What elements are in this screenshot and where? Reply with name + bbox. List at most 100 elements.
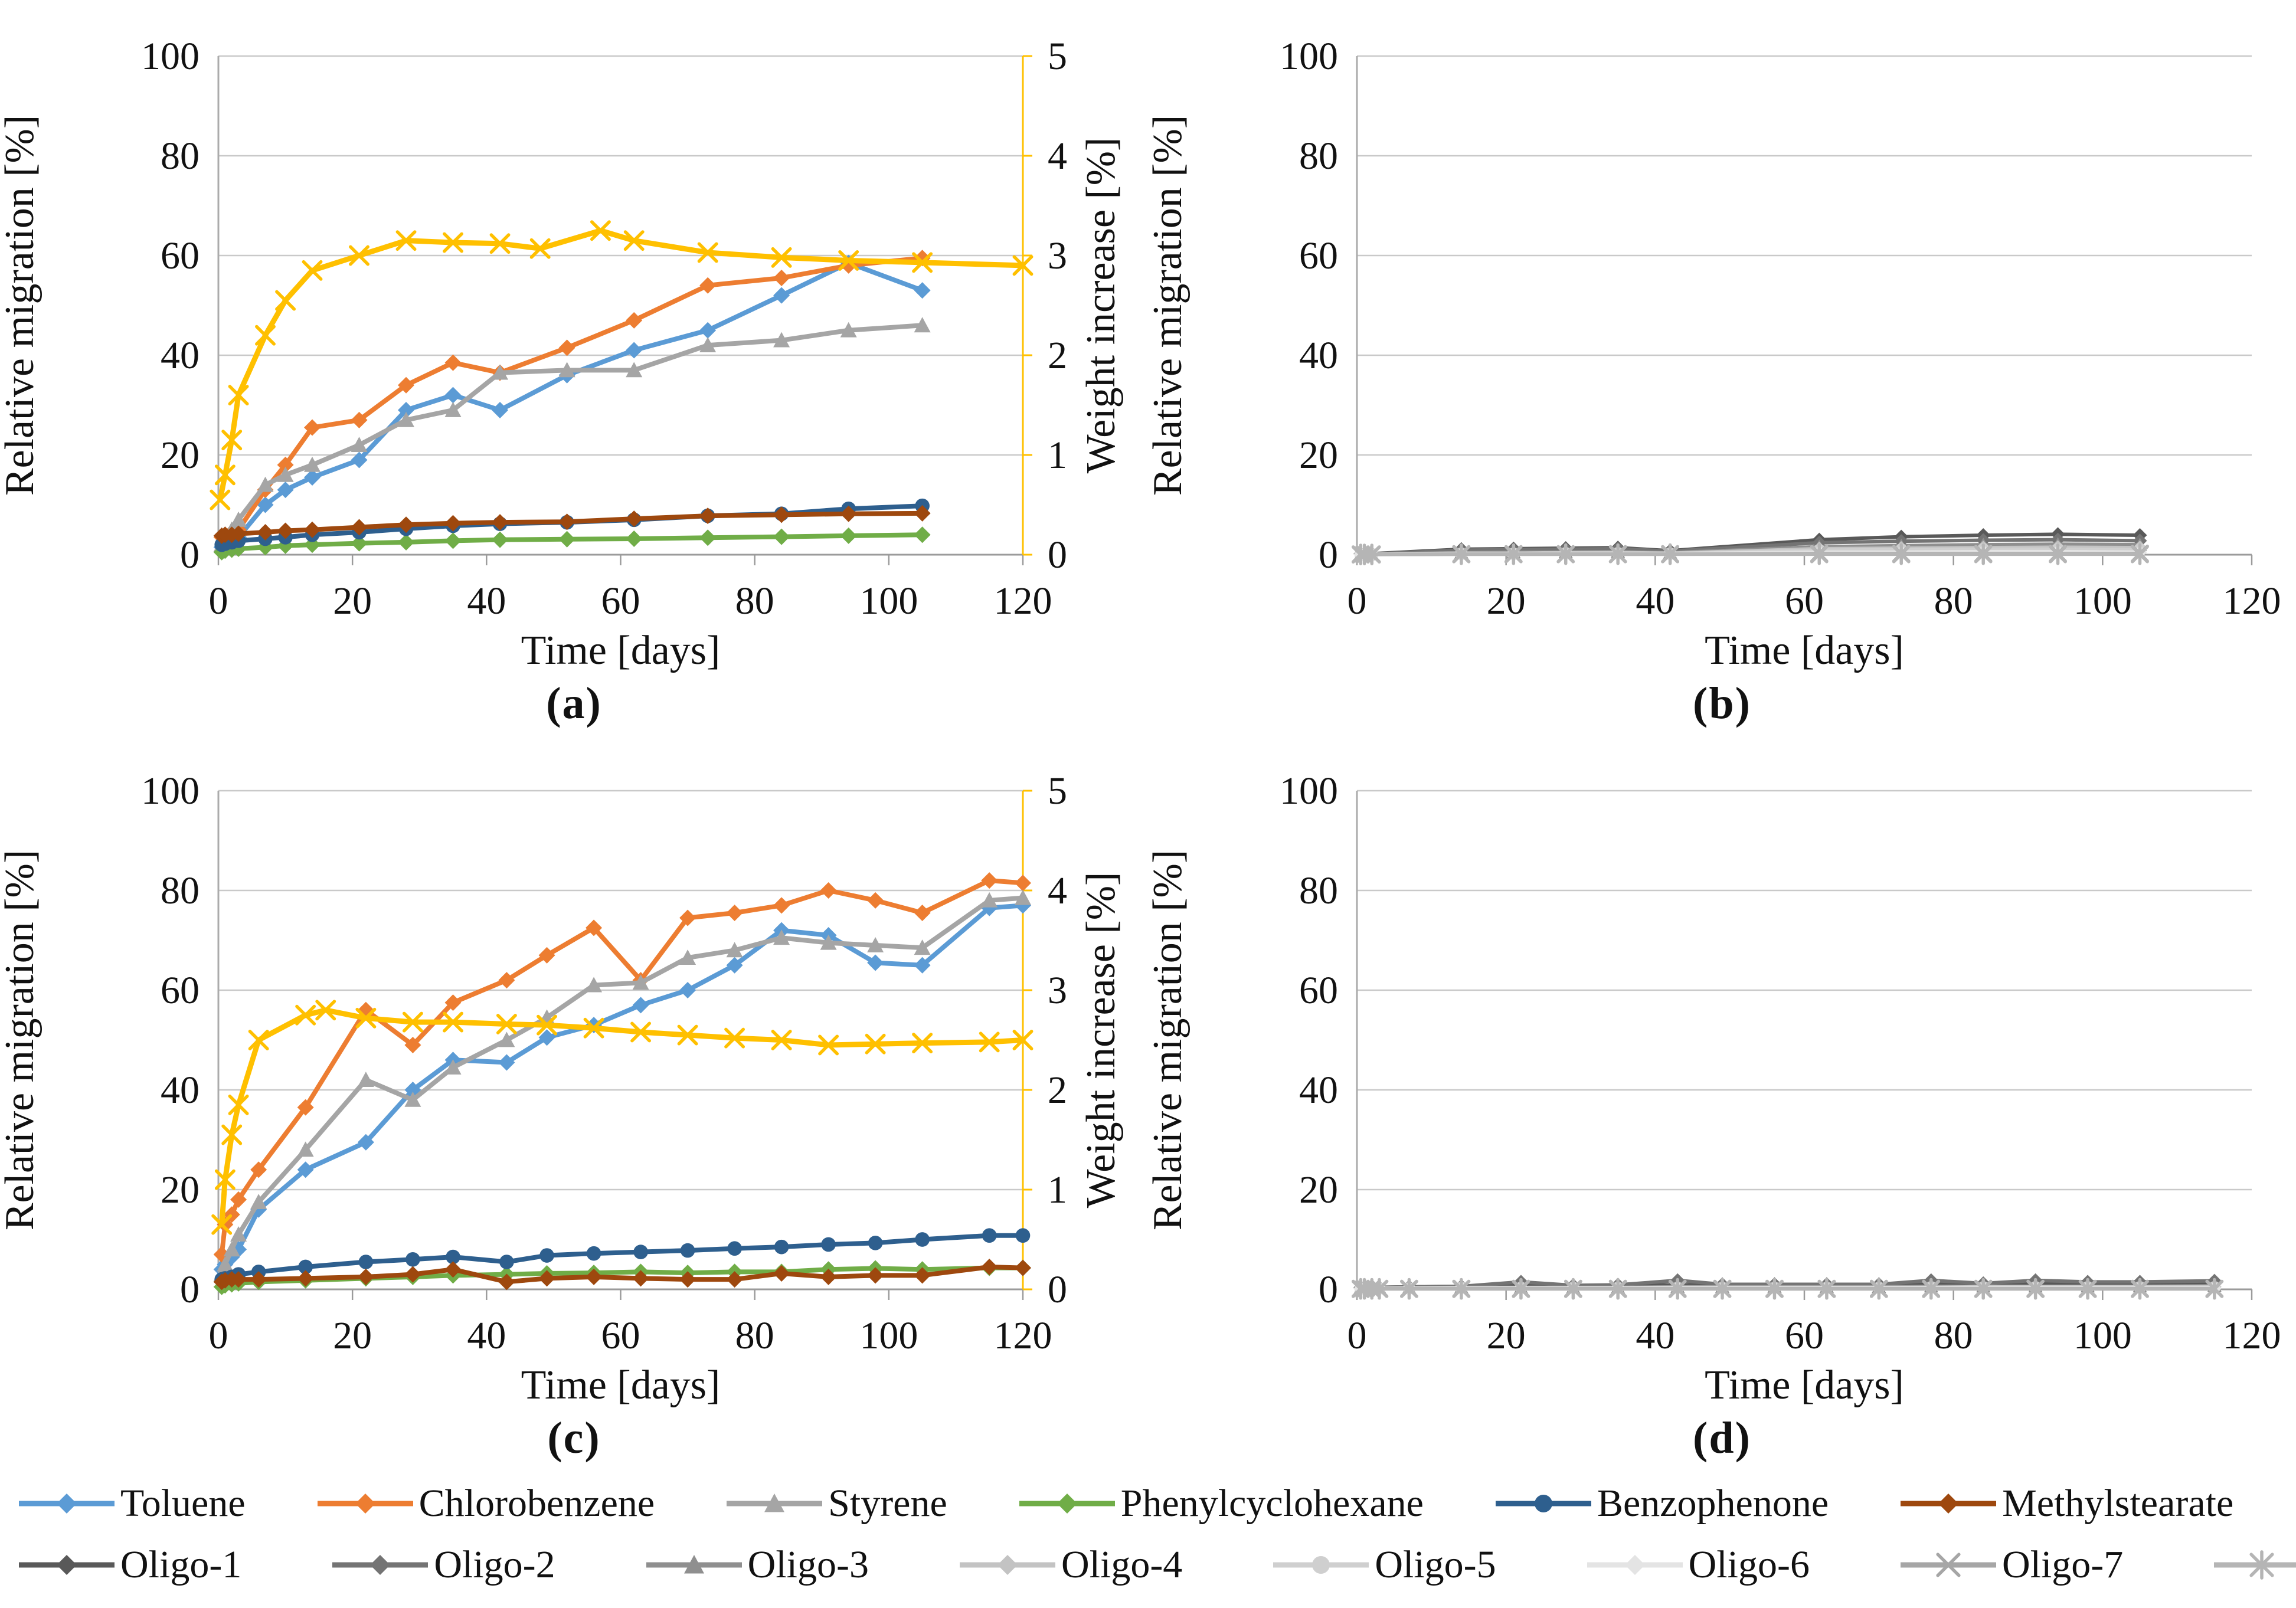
left-tick-label: 80: [161, 135, 199, 178]
x-tick-label: 20: [1487, 1314, 1526, 1357]
legend-item-toluene: Toluene: [17, 1481, 246, 1526]
legend-label: Chlorobenzene: [418, 1482, 655, 1525]
left-tick-label: 60: [1299, 969, 1338, 1012]
legend-label: Oligo-4: [1061, 1543, 1183, 1586]
right-axis: 0 1 2 3 4 5 Weight increase [%]: [1022, 35, 1124, 577]
x-tick-label: 80: [735, 579, 774, 623]
legend-item-styrene: Styrene: [724, 1481, 947, 1526]
left-tick-label: 100: [1280, 769, 1338, 813]
axes: [1356, 56, 2253, 565]
chart-c-figure: 0 20 40 60 80 100 0 20 40 60 80 100 120 Time [days] Re…: [0, 735, 1148, 1469]
benzophenone-marker-icon: [1495, 1495, 1591, 1512]
legend-item-oligo-8: Oligo-8: [2212, 1542, 2296, 1587]
x-tick-label: 40: [467, 1314, 506, 1357]
x-tick-label: 40: [467, 579, 506, 623]
right-tick-label: 5: [1048, 769, 1067, 813]
gridlines: [218, 55, 1023, 456]
oligo-5-marker-icon: [1273, 1556, 1369, 1574]
legend-item-oligo-7: Oligo-7: [1898, 1542, 2123, 1587]
left-tick-label: 60: [1299, 234, 1338, 277]
series-styrene: [213, 889, 1031, 1282]
x-tick-label: 120: [994, 1314, 1052, 1357]
x-tick-label: 120: [994, 579, 1052, 623]
right-tick-label: 1: [1048, 1168, 1067, 1211]
legend-label: Methylstearate: [2002, 1482, 2234, 1525]
chart-b-canvas: 0 20 40 60 80 100 0 20 40 60 80 100 120 Time [days] Re…: [1148, 35, 2281, 673]
x-axis-title: Time [days]: [1705, 1363, 1904, 1408]
x-tick-label: 120: [2223, 1314, 2281, 1357]
oligo-2-marker-icon: [332, 1555, 429, 1575]
legend-label: Styrene: [828, 1482, 947, 1525]
right-tick-label: 4: [1048, 869, 1067, 912]
legend-item-oligo-2: Oligo-2: [330, 1542, 555, 1587]
legend-item-phenylcyclohexane: Phenylcyclohexane: [1017, 1481, 1424, 1526]
series-methylstearate: [213, 1258, 1031, 1291]
left-tick-label: 80: [1299, 135, 1338, 178]
y2-axis-title: Weight increase [%]: [1078, 872, 1124, 1209]
series-styrene: [213, 317, 931, 552]
left-tick-label: 0: [180, 1268, 199, 1311]
left-tick-label: 20: [1299, 1168, 1338, 1211]
x-tick-label: 20: [1487, 579, 1526, 623]
left-tick-label: 0: [1319, 1268, 1338, 1311]
chart-a-figure: 0 20 40 60 80 100 0 20 40 60 80 100 120 Time [days] Re…: [0, 0, 1148, 735]
right-tick-label: 5: [1048, 35, 1067, 78]
x-tick-label: 100: [859, 1314, 918, 1357]
axis-labels: 0 20 40 60 80 100 0 20 40 60 80 100 120 Time [days] Re…: [1148, 769, 2281, 1408]
legend-item-oligo-3: Oligo-3: [644, 1542, 869, 1587]
legend-item-oligo-6: Oligo-6: [1585, 1542, 1810, 1587]
left-tick-label: 40: [161, 1069, 199, 1112]
x-tick-label: 0: [209, 579, 228, 623]
x-axis-title: Time [days]: [521, 628, 721, 673]
x-tick-label: 60: [601, 579, 640, 623]
gridlines: [218, 790, 1023, 1191]
oligo-6-marker-icon: [1587, 1555, 1683, 1575]
series-methylstearate: [213, 505, 931, 544]
x-tick-label: 100: [2073, 579, 2132, 623]
series-weight-increase: [210, 220, 1033, 510]
legend-row-2: Oligo-1 Oligo-2 Oligo-3 Oligo-4 Oligo-5 Oligo…: [17, 1534, 2296, 1596]
legend-label: Oligo-1: [120, 1543, 242, 1586]
left-tick-label: 40: [1299, 334, 1338, 377]
legend-label: Oligo-7: [2001, 1543, 2124, 1586]
x-tick-label: 20: [333, 579, 372, 623]
series-toluene: [213, 897, 1031, 1278]
y2-axis-title: Weight increase [%]: [1078, 137, 1124, 474]
axes: [1356, 791, 2253, 1300]
x-tick-label: 100: [859, 579, 918, 623]
chart-b-figure: 0 20 40 60 80 100 0 20 40 60 80 100 120 Time [days] Re…: [1148, 0, 2296, 735]
chart-d-figure: 0 20 40 60 80 100 0 20 40 60 80 100 120 Time [days] Re…: [1148, 735, 2296, 1469]
legend-item-chlorobenzene: Chlorobenzene: [315, 1481, 655, 1526]
right-tick-label: 2: [1048, 1069, 1067, 1112]
legend-row-1: Toluene Chlorobenzene Styrene Phenylcyclohe…: [17, 1473, 2296, 1534]
chart-c-caption: (c): [547, 1413, 601, 1463]
x-tick-label: 120: [2223, 579, 2281, 623]
x-axis-title: Time [days]: [521, 1363, 721, 1408]
x-tick-label: 0: [1347, 1314, 1367, 1357]
y-axis-title: Relative migration [%]: [1148, 115, 1190, 496]
left-tick-label: 60: [161, 234, 199, 277]
chart-d-caption: (d): [1693, 1413, 1751, 1463]
left-tick-label: 100: [141, 769, 199, 813]
left-tick-label: 100: [141, 35, 199, 78]
x-tick-label: 80: [1934, 579, 1973, 623]
left-tick-label: 20: [1299, 434, 1338, 477]
left-tick-label: 100: [1280, 35, 1338, 78]
left-tick-label: 20: [161, 1168, 199, 1211]
series-chlorobenzene: [213, 872, 1031, 1263]
x-tick-label: 0: [209, 1314, 228, 1357]
legend-label: Oligo-3: [747, 1543, 869, 1586]
left-tick-label: 80: [1299, 869, 1338, 912]
x-tick-label: 20: [333, 1314, 372, 1357]
x-tick-label: 60: [601, 1314, 640, 1357]
left-tick-label: 40: [161, 334, 199, 377]
axes: [217, 56, 1024, 565]
x-axis-title: Time [days]: [1705, 628, 1904, 673]
oligo-7-marker-icon: [1900, 1553, 1996, 1577]
legend-label: Oligo-6: [1688, 1543, 1810, 1586]
y-axis-title: Relative migration [%]: [0, 850, 42, 1230]
legend-item-oligo-4: Oligo-4: [957, 1542, 1182, 1587]
left-tick-label: 60: [161, 969, 199, 1012]
